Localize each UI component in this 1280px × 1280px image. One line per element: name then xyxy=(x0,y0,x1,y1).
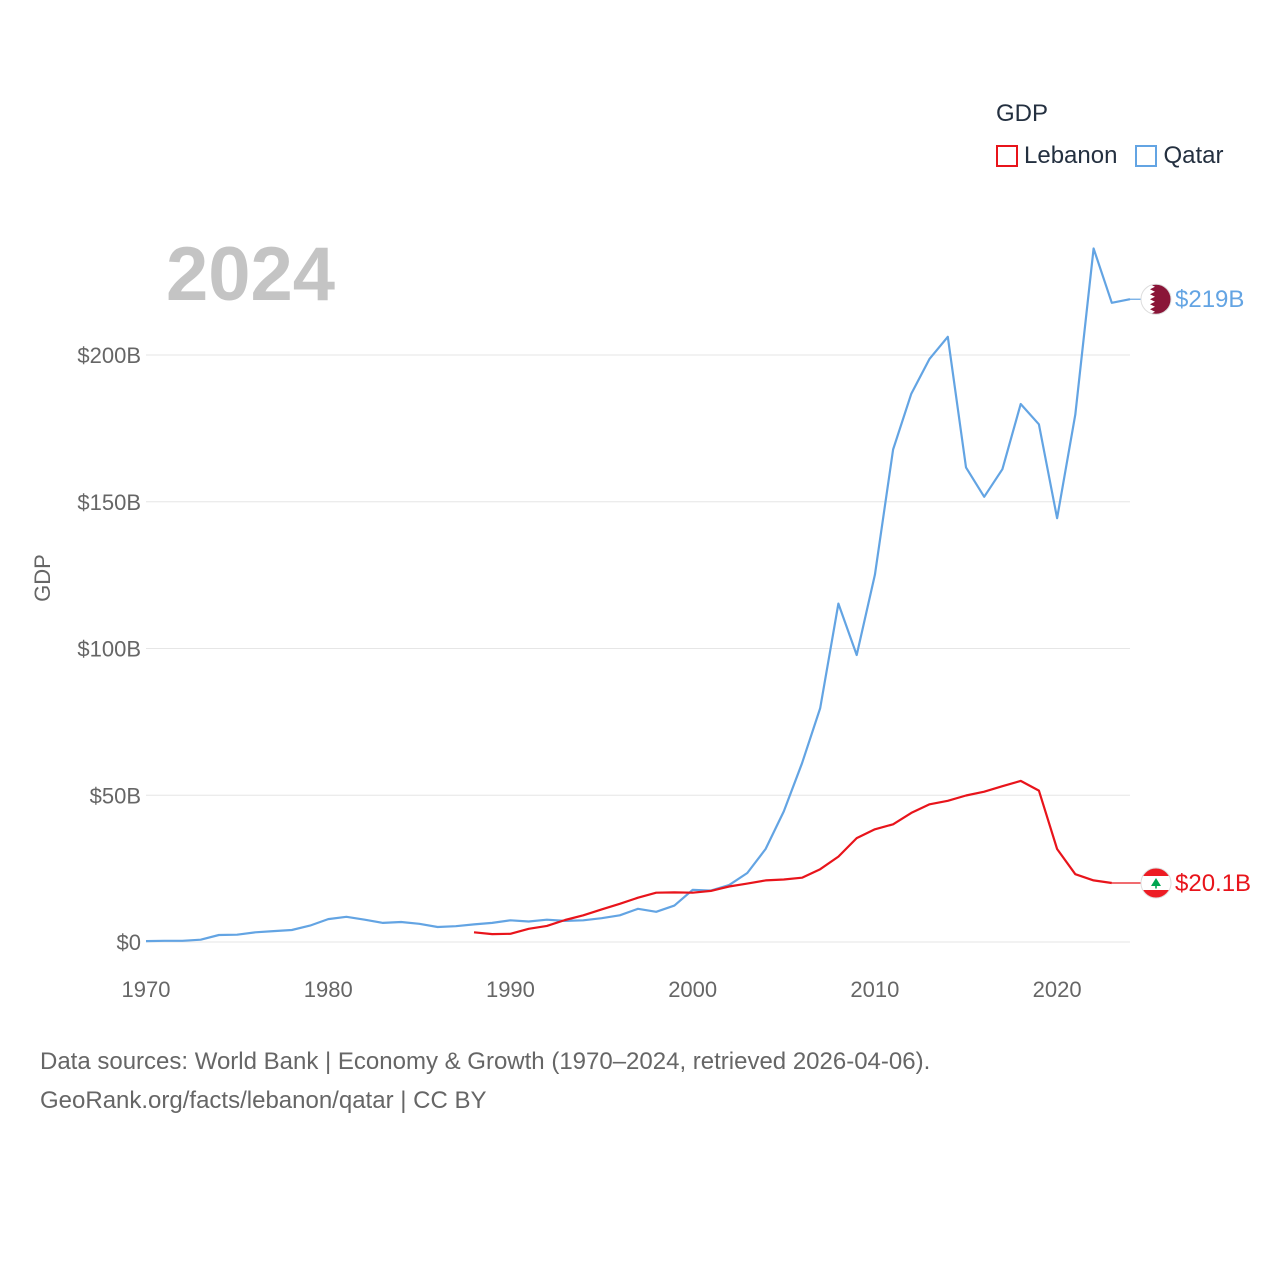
end-label-qatar: $219B xyxy=(1175,286,1244,313)
series-line-qatar[interactable] xyxy=(145,247,1131,943)
y-tick-label: $150B xyxy=(77,490,141,515)
lebanon-flag-icon xyxy=(1140,867,1172,899)
end-markers: $219B $20.1B xyxy=(1111,283,1251,899)
x-tick-label: 1980 xyxy=(304,977,353,1002)
legend-label-lebanon: Lebanon xyxy=(1024,142,1118,169)
legend-label-qatar: Qatar xyxy=(1163,142,1224,169)
end-label-lebanon: $20.1B xyxy=(1175,870,1251,897)
source-line-1: Data sources: World Bank | Economy & Gro… xyxy=(40,1048,931,1075)
x-tick-label: 2020 xyxy=(1033,977,1082,1002)
y-tick-label: $100B xyxy=(77,637,141,662)
legend: GDP Lebanon Qatar xyxy=(996,100,1241,170)
legend-item-qatar[interactable]: Qatar xyxy=(1135,142,1223,170)
x-tick-label: 1970 xyxy=(122,977,171,1002)
source-line-2[interactable]: GeoRank.org/facts/lebanon/qatar | CC BY xyxy=(40,1087,487,1114)
legend-swatch-qatar xyxy=(1135,145,1158,167)
legend-title: GDP xyxy=(996,100,1049,127)
source-note: Data sources: World Bank | Economy & Gro… xyxy=(40,1042,930,1120)
y-tick-label: $50B xyxy=(90,783,141,808)
series-line-lebanon[interactable] xyxy=(473,779,1112,936)
series-lines xyxy=(145,247,1131,943)
legend-items: Lebanon Qatar xyxy=(996,142,1241,170)
x-axis-ticks: 1970 1980 1990 2000 2010 2020 xyxy=(122,977,1082,1002)
year-label: 2024 xyxy=(166,232,335,317)
y-tick-label: $0 xyxy=(117,930,141,955)
gridlines xyxy=(146,354,1130,943)
y-tick-label: $200B xyxy=(77,343,141,368)
legend-swatch-lebanon xyxy=(996,145,1018,167)
x-tick-label: 2000 xyxy=(668,977,717,1002)
y-axis-ticks: $0 $50B $100B $150B $200B xyxy=(77,343,141,955)
x-tick-label: 2010 xyxy=(850,977,899,1002)
qatar-flag-icon xyxy=(1140,283,1172,315)
y-axis-label: GDP xyxy=(30,554,55,602)
x-tick-label: 1990 xyxy=(486,977,535,1002)
legend-item-lebanon[interactable]: Lebanon xyxy=(996,142,1117,170)
